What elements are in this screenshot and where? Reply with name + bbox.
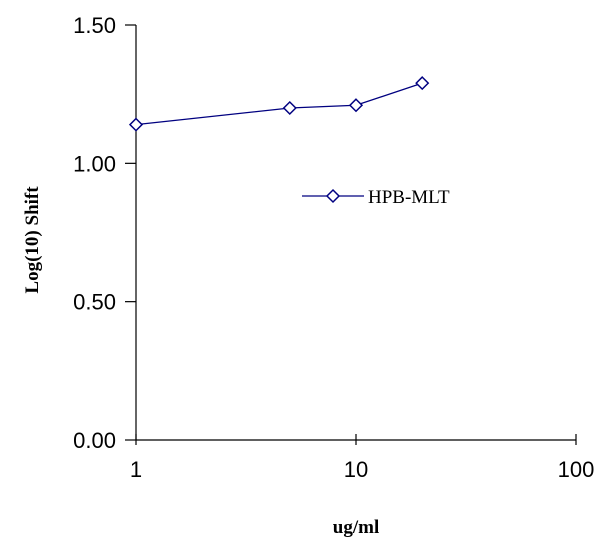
series-line <box>135 82 423 126</box>
x-tick-label: 100 <box>558 457 595 482</box>
x-axis-ticks: 1 10 100 <box>130 434 594 482</box>
y-tick-label: 1.50 <box>73 13 116 38</box>
axes <box>135 25 576 441</box>
y-tick-label: 1.00 <box>73 151 116 176</box>
data-point <box>415 76 430 91</box>
legend-swatch-marker <box>325 188 341 204</box>
y-axis-title: Log(10) Shift <box>22 186 43 294</box>
series-layer <box>128 76 430 132</box>
x-axis-title: ug/ml <box>333 517 379 538</box>
x-tick-label: 10 <box>344 457 368 482</box>
legend-label: HPB-MLT <box>368 187 450 208</box>
data-point <box>128 117 144 132</box>
x-tick-label: 1 <box>130 457 142 482</box>
legend: HPB-MLT <box>302 187 450 208</box>
y-tick-label: 0.00 <box>73 428 116 453</box>
data-point <box>348 98 364 113</box>
y-tick-label: 0.50 <box>73 290 116 315</box>
data-point <box>282 100 297 116</box>
y-axis-ticks: 0.00 0.50 1.00 1.50 <box>73 13 136 453</box>
